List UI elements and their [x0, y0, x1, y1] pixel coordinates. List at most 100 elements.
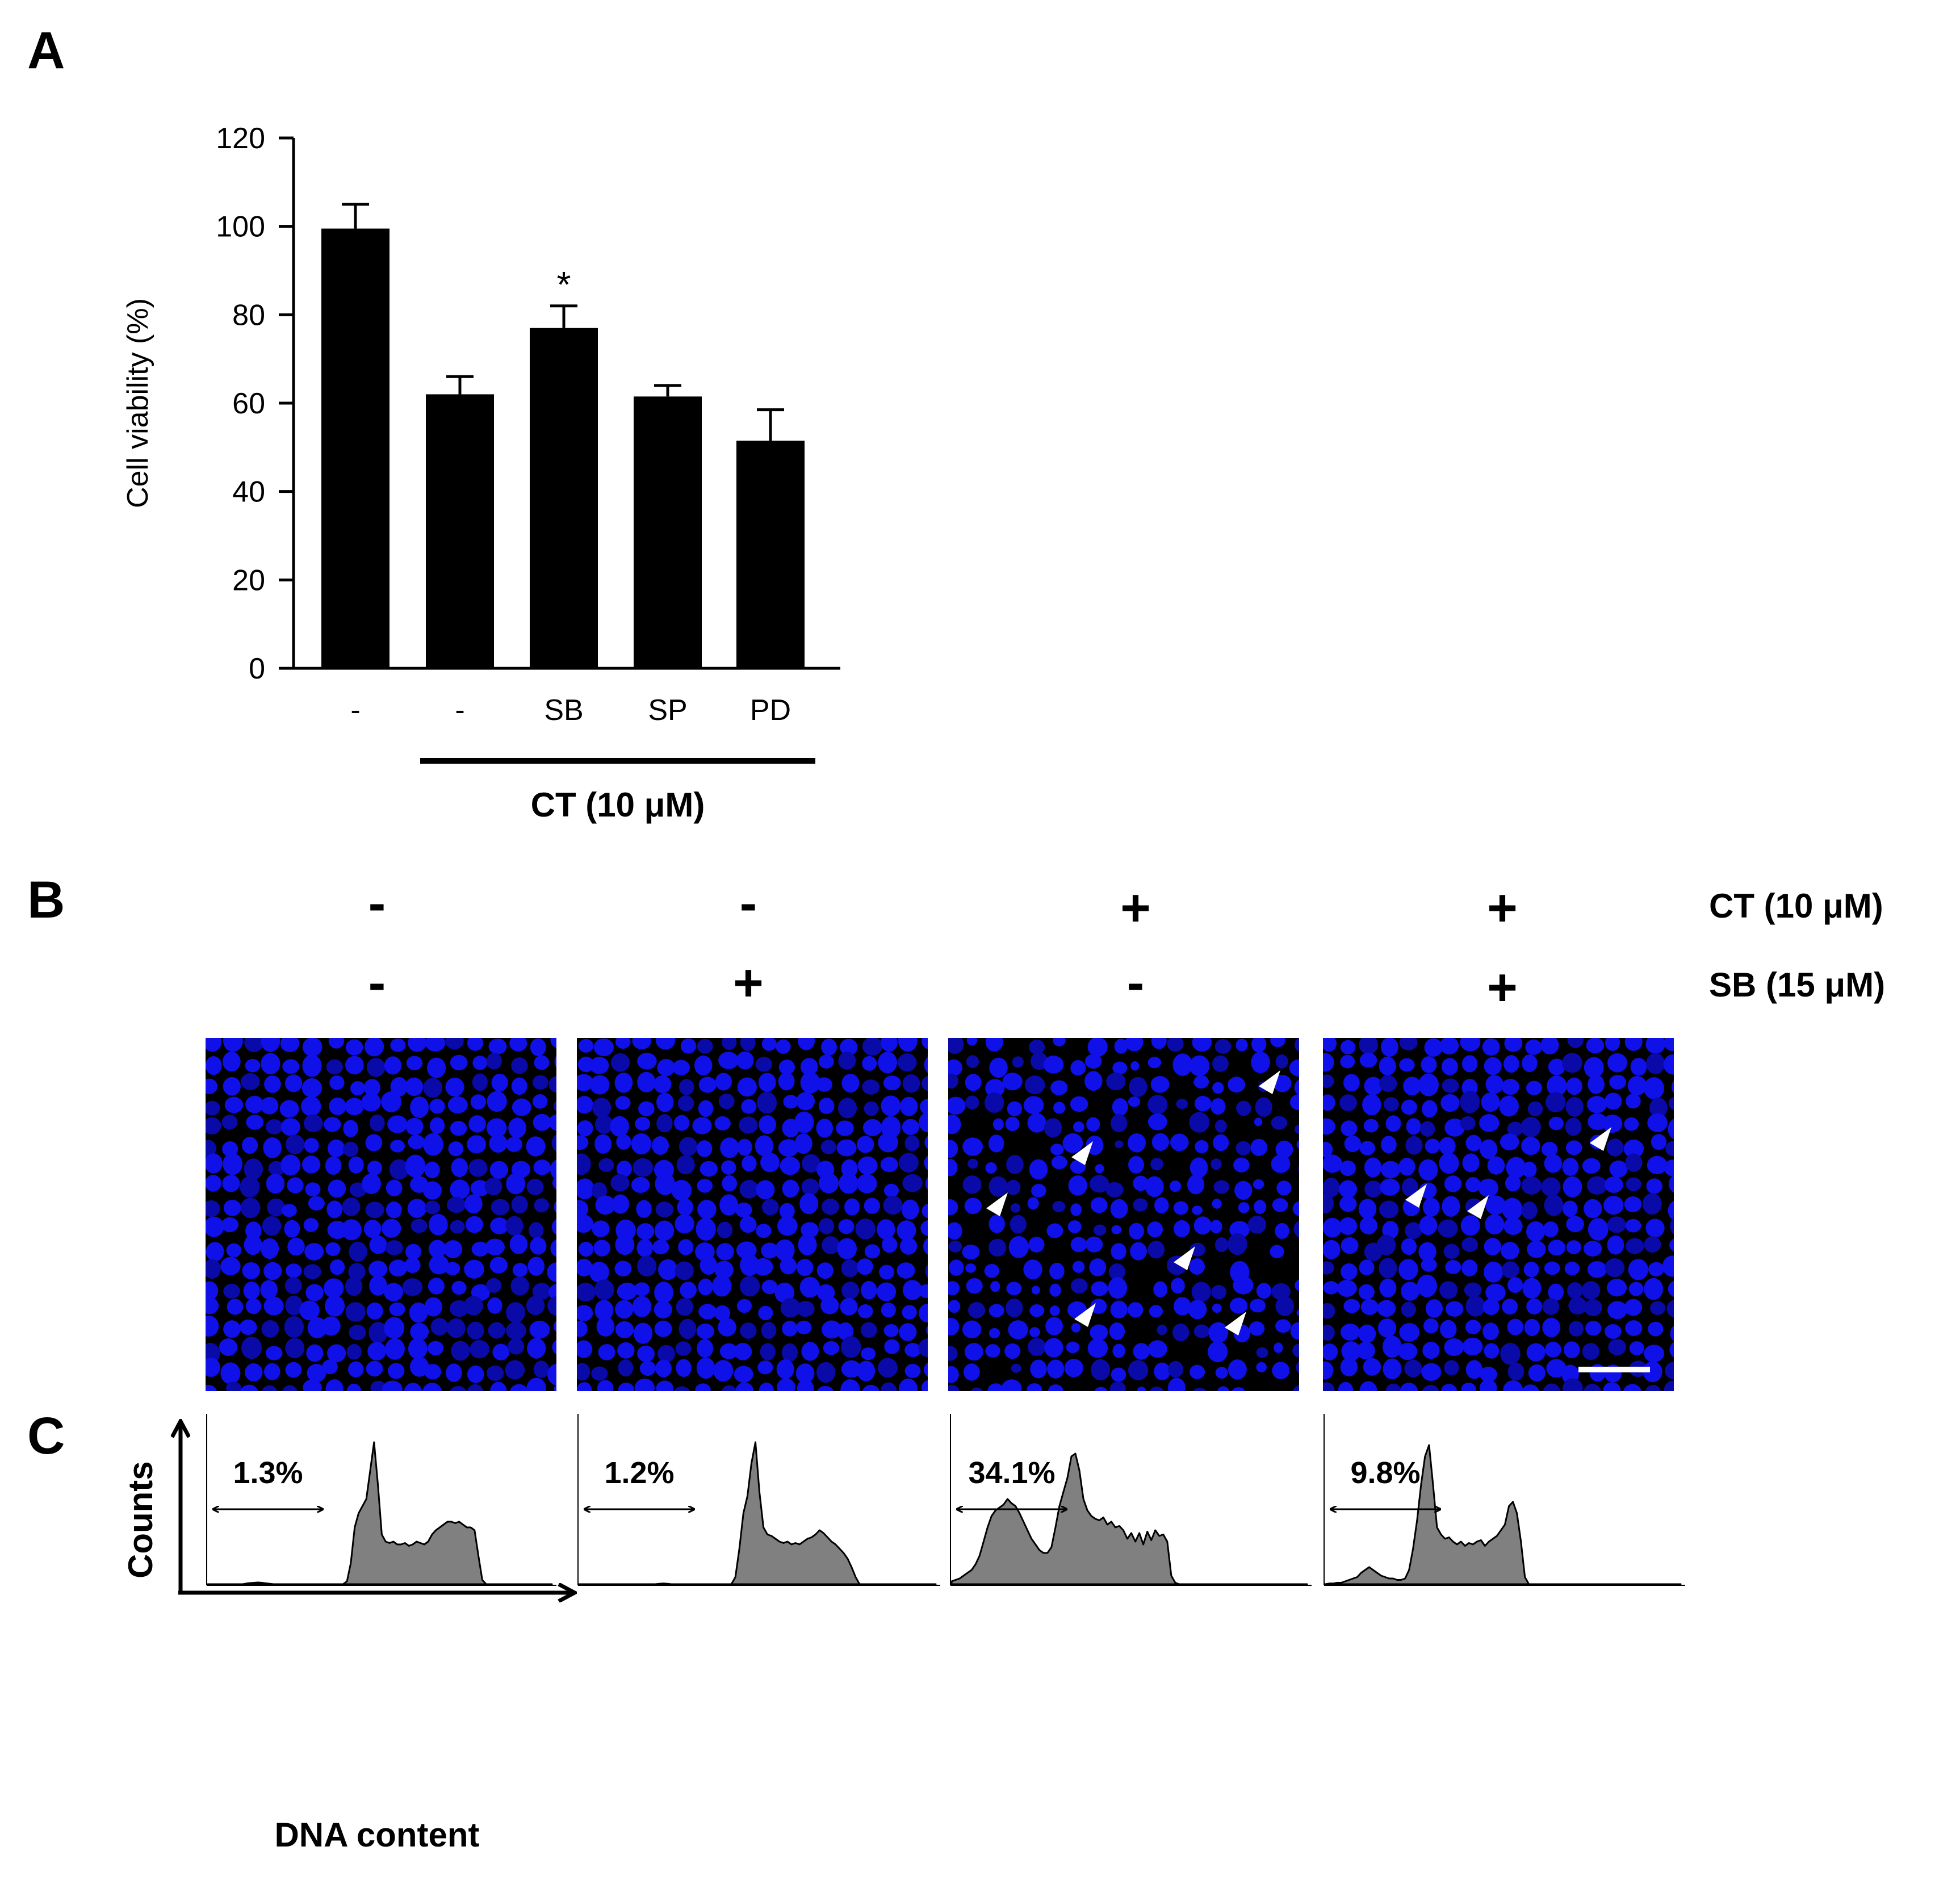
nucleus: [1275, 1222, 1289, 1240]
nucleus: [860, 1322, 877, 1338]
nucleus: [948, 1317, 960, 1335]
nucleus: [1089, 1175, 1109, 1193]
panel-label-c: C: [27, 1407, 65, 1465]
nucleus: [1507, 1121, 1523, 1136]
nucleus: [966, 1278, 983, 1294]
histogram-area: [207, 1441, 553, 1585]
nucleus: [636, 1223, 655, 1240]
nucleus: [1567, 1038, 1584, 1048]
nucleus: [484, 1177, 502, 1196]
nucleus: [1271, 1283, 1291, 1300]
nucleus: [577, 1178, 594, 1200]
nucleus: [424, 1364, 442, 1380]
nucleus: [1323, 1178, 1340, 1197]
nucleus: [1337, 1279, 1357, 1297]
nucleus: [1275, 1054, 1288, 1069]
nucleus: [464, 1259, 484, 1279]
nucleus: [532, 1075, 548, 1090]
nucleus: [578, 1241, 594, 1257]
nucleus: [963, 1363, 980, 1381]
nucleus: [577, 1363, 590, 1381]
nucleus: [1501, 1242, 1519, 1260]
nucleus: [1189, 1055, 1210, 1077]
nucleus: [881, 1095, 901, 1116]
nucleus: [390, 1077, 408, 1097]
nucleus: [700, 1255, 718, 1275]
nucleus: [223, 1052, 241, 1072]
nucleus: [1401, 1301, 1417, 1317]
nucleus: [715, 1073, 732, 1091]
nucleus: [1583, 1241, 1602, 1257]
nucleus: [1010, 1215, 1027, 1234]
nucleus: [486, 1118, 507, 1138]
nucleus: [223, 1283, 240, 1299]
nucleus: [245, 1363, 263, 1381]
nucleus: [287, 1237, 305, 1256]
nucleus: [1566, 1216, 1584, 1233]
nucleus: [223, 1077, 241, 1096]
nucleus: [615, 1234, 635, 1255]
nucleus: [739, 1116, 758, 1134]
nucleus: [840, 1039, 858, 1056]
nucleus: [698, 1100, 714, 1117]
nucleus: [636, 1239, 654, 1258]
nucleus: [577, 1305, 593, 1321]
nucleus: [526, 1296, 545, 1316]
nucleus: [509, 1384, 529, 1391]
nucleus: [345, 1276, 363, 1296]
nucleus: [1487, 1156, 1505, 1175]
nucleus: [837, 1238, 857, 1259]
nucleus: [878, 1132, 899, 1153]
nucleus: [1383, 1358, 1402, 1380]
nucleus: [984, 1263, 1000, 1278]
nucleus: [591, 1182, 608, 1199]
group-label: CT (10 μM): [531, 786, 705, 824]
nucleus: [925, 1264, 928, 1278]
nucleus: [246, 1115, 264, 1130]
nucleus: [1232, 1387, 1246, 1391]
error-bar: [654, 384, 681, 397]
nucleus: [922, 1038, 928, 1049]
nucleus: [368, 1321, 388, 1343]
nucleus: [1503, 1380, 1523, 1391]
nucleus: [1480, 1366, 1497, 1383]
nucleus: [1608, 1339, 1626, 1355]
nucleus: [206, 1384, 217, 1391]
nucleus: [1377, 1318, 1397, 1338]
nucleus: [1540, 1038, 1559, 1054]
nucleus: [446, 1318, 466, 1338]
nucleus: [1465, 1295, 1485, 1317]
nucleus: [328, 1179, 346, 1198]
nucleus: [1236, 1141, 1251, 1155]
micrograph-control: [206, 1038, 556, 1391]
histogram-panel: 9.8%: [1324, 1414, 1685, 1586]
histogram-panel: 1.2%: [577, 1414, 940, 1586]
nucleus: [1401, 1282, 1419, 1301]
nucleus: [206, 1315, 219, 1337]
nucleus: [1524, 1318, 1540, 1336]
nucleus: [778, 1060, 795, 1075]
nucleus: [206, 1056, 222, 1075]
nucleus: [227, 1299, 244, 1315]
nucleus: [1051, 1155, 1067, 1170]
nucleus: [902, 1174, 923, 1192]
nucleus: [467, 1384, 484, 1391]
counts-label: Counts: [122, 1461, 160, 1578]
nucleus: [329, 1075, 345, 1090]
nucleus: [989, 1176, 1008, 1197]
nucleus: [1439, 1038, 1459, 1055]
nucleus: [757, 1091, 777, 1114]
nucleus: [1228, 1359, 1247, 1380]
nucleus: [1011, 1363, 1021, 1373]
nucleus: [206, 1297, 219, 1314]
nucleus: [1071, 1322, 1081, 1333]
nucleus: [220, 1257, 241, 1276]
nucleus: [1444, 1175, 1462, 1192]
nucleus: [1190, 1242, 1205, 1257]
nucleus: [987, 1383, 1004, 1391]
nucleus: [241, 1337, 262, 1359]
nucleus: [1192, 1388, 1207, 1391]
nucleus: [222, 1175, 240, 1192]
nucleus: [635, 1117, 651, 1131]
col4-sb-sign: +: [1487, 958, 1518, 1016]
